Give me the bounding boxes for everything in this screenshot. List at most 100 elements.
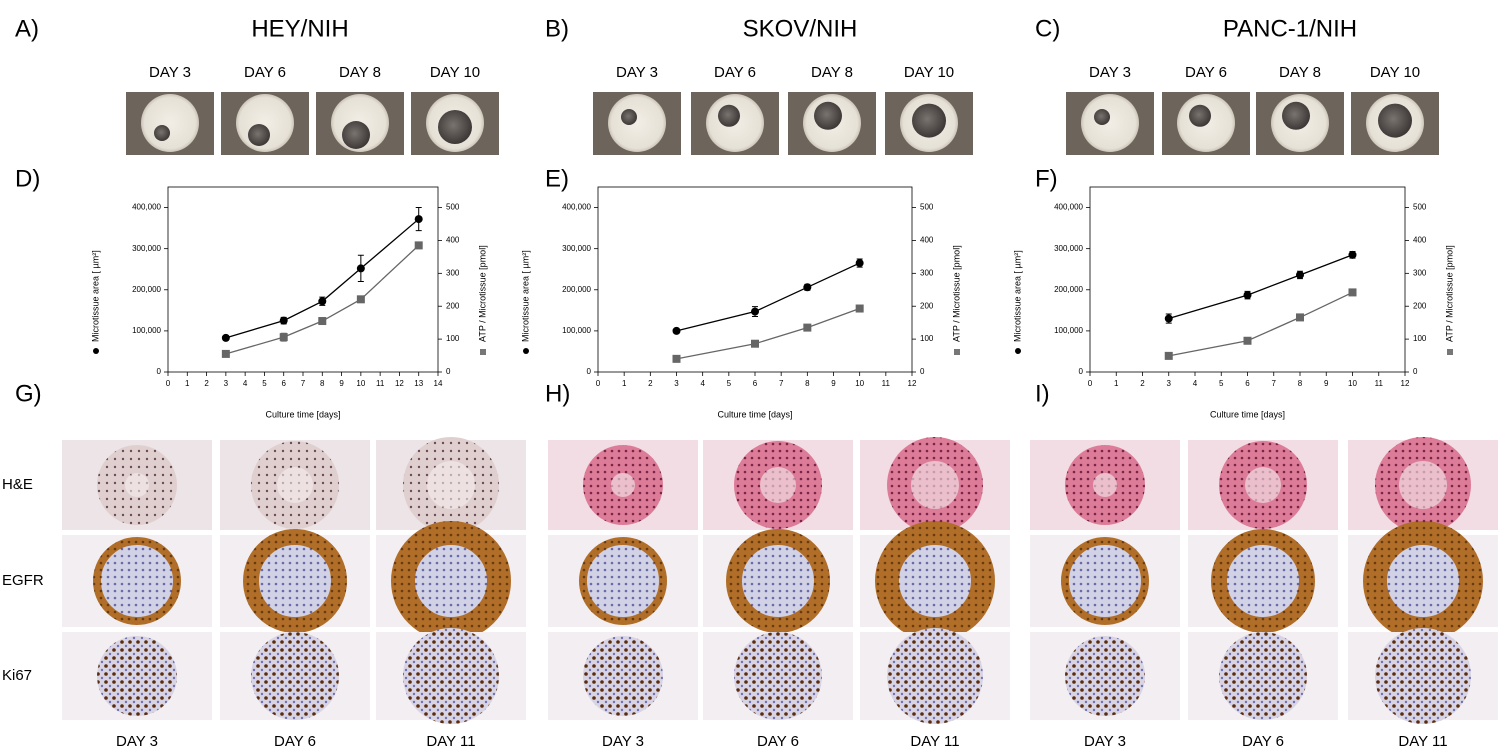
y2-tick-label: 300 bbox=[920, 268, 934, 277]
chart: 0 1 2 3 4 5 6 7 8 9 10 11 120100,000200,000300,00040… bbox=[520, 186, 961, 419]
series-line bbox=[676, 307, 860, 360]
x-tick-label: 10 bbox=[356, 379, 365, 388]
y2-tick-label: 0 bbox=[920, 367, 925, 376]
day-label: DAY 3 bbox=[1089, 64, 1131, 81]
data-point bbox=[414, 241, 423, 250]
data-point bbox=[318, 297, 327, 306]
tissue-section bbox=[583, 636, 663, 716]
tissue-section bbox=[734, 632, 822, 720]
data-point bbox=[1243, 291, 1252, 300]
tissue-section bbox=[97, 636, 177, 716]
y2-tick-label: 400 bbox=[920, 236, 934, 245]
data-point bbox=[318, 317, 327, 326]
tissue-section bbox=[97, 541, 177, 621]
tissue-rim bbox=[93, 537, 181, 625]
data-point bbox=[221, 349, 230, 358]
tissue-section bbox=[251, 537, 339, 625]
well bbox=[141, 94, 199, 152]
data-point bbox=[1296, 313, 1304, 322]
y2-label-marker bbox=[1447, 349, 1453, 355]
x-tick-label: 2 bbox=[648, 379, 653, 388]
data-point bbox=[751, 307, 759, 316]
tissue-rim bbox=[1211, 529, 1315, 633]
y-tick-label: 100,000 bbox=[1054, 326, 1083, 335]
x-tick-label: 14 bbox=[434, 379, 443, 388]
x-tick-label: 4 bbox=[243, 379, 248, 388]
data-point bbox=[279, 333, 288, 342]
y2-tick-label: 500 bbox=[1413, 203, 1427, 212]
tissue-core bbox=[760, 467, 796, 503]
y2-tick-label: 0 bbox=[1413, 367, 1418, 376]
data-point bbox=[855, 259, 864, 268]
x-tick-label: 7 bbox=[779, 379, 784, 388]
y2-tick-label: 200 bbox=[1413, 301, 1427, 310]
y2-tick-label: 200 bbox=[446, 301, 460, 310]
chart: 0 1 2 3 4 5 6 7 8 9 10 11 12 13 140100,000200,000300,0… bbox=[90, 186, 487, 419]
x-tick-label: 0 bbox=[596, 379, 601, 388]
day-label: DAY 6 bbox=[1185, 64, 1227, 81]
y-axis-label: Microtissue area [ µm²] bbox=[90, 250, 100, 342]
tissue-section bbox=[583, 541, 663, 621]
day-label: DAY 3 bbox=[149, 64, 191, 81]
tissue-core bbox=[611, 473, 635, 497]
x-tick-label: 7 bbox=[301, 379, 306, 388]
microtissue bbox=[1094, 109, 1110, 125]
x-tick-label: 11 bbox=[1375, 379, 1384, 388]
y-label-marker bbox=[93, 348, 99, 354]
panel-label: F) bbox=[1035, 165, 1058, 192]
x-tick-label: 3 bbox=[674, 379, 679, 388]
data-point bbox=[1164, 351, 1173, 360]
panel-label: D) bbox=[15, 165, 40, 192]
histology-day: DAY 3 bbox=[602, 733, 644, 750]
tissue-section bbox=[887, 533, 983, 629]
y2-tick-label: 500 bbox=[446, 203, 460, 212]
x-tick-label: 9 bbox=[339, 379, 344, 388]
x-tick-label: 1 bbox=[1114, 379, 1119, 388]
tissue-section bbox=[1065, 636, 1145, 716]
x-tick-label: 8 bbox=[1298, 379, 1303, 388]
y-label-marker bbox=[523, 348, 529, 354]
y2-axis-label: ATP / Microtissue [pmol] bbox=[951, 245, 961, 342]
tissue-core bbox=[277, 467, 313, 503]
histology-day: DAY 6 bbox=[274, 733, 316, 750]
microtissue bbox=[248, 124, 270, 146]
day-label: DAY 10 bbox=[430, 64, 480, 81]
series-line bbox=[1168, 254, 1353, 320]
y-tick-label: 400,000 bbox=[562, 203, 591, 212]
tissue-section bbox=[251, 632, 339, 720]
x-tick-label: 8 bbox=[320, 379, 325, 388]
x-tick-label: 2 bbox=[1140, 379, 1145, 388]
day-label: DAY 10 bbox=[904, 64, 954, 81]
y-tick-label: 400,000 bbox=[132, 203, 161, 212]
y2-tick-label: 400 bbox=[1413, 236, 1427, 245]
day-label: DAY 8 bbox=[339, 64, 381, 81]
tissue-core bbox=[1093, 473, 1117, 497]
x-tick-label: 12 bbox=[908, 379, 917, 388]
tissue-section bbox=[403, 533, 499, 629]
x-tick-label: 11 bbox=[376, 379, 385, 388]
panel-label: G) bbox=[15, 380, 42, 407]
well bbox=[608, 94, 666, 152]
panel-label: H) bbox=[545, 380, 570, 407]
tissue-section bbox=[887, 628, 983, 724]
y2-tick-label: 500 bbox=[920, 203, 934, 212]
data-point bbox=[221, 333, 230, 342]
panel-title: PANC-1/NIH bbox=[1223, 15, 1357, 42]
data-point bbox=[279, 316, 288, 325]
y2-tick-label: 100 bbox=[920, 334, 934, 343]
y-axis-label: Microtissue area [ µm²] bbox=[1012, 250, 1022, 342]
day-label: DAY 8 bbox=[811, 64, 853, 81]
y2-label-marker bbox=[480, 349, 486, 355]
chart: 0 1 2 3 4 5 6 7 8 9 10 11 120100,000200,000300,00040… bbox=[1012, 186, 1454, 419]
data-point bbox=[803, 283, 812, 292]
x-tick-label: 2 bbox=[204, 379, 209, 388]
y-tick-label: 100,000 bbox=[132, 326, 161, 335]
x-tick-label: 6 bbox=[281, 379, 286, 388]
tissue-core bbox=[1399, 461, 1447, 509]
histology-day: DAY 3 bbox=[116, 733, 158, 750]
x-axis-label: Culture time [days] bbox=[717, 409, 792, 419]
x-tick-label: 5 bbox=[1219, 379, 1224, 388]
x-axis-label: Culture time [days] bbox=[1210, 409, 1285, 419]
x-tick-label: 3 bbox=[1167, 379, 1172, 388]
